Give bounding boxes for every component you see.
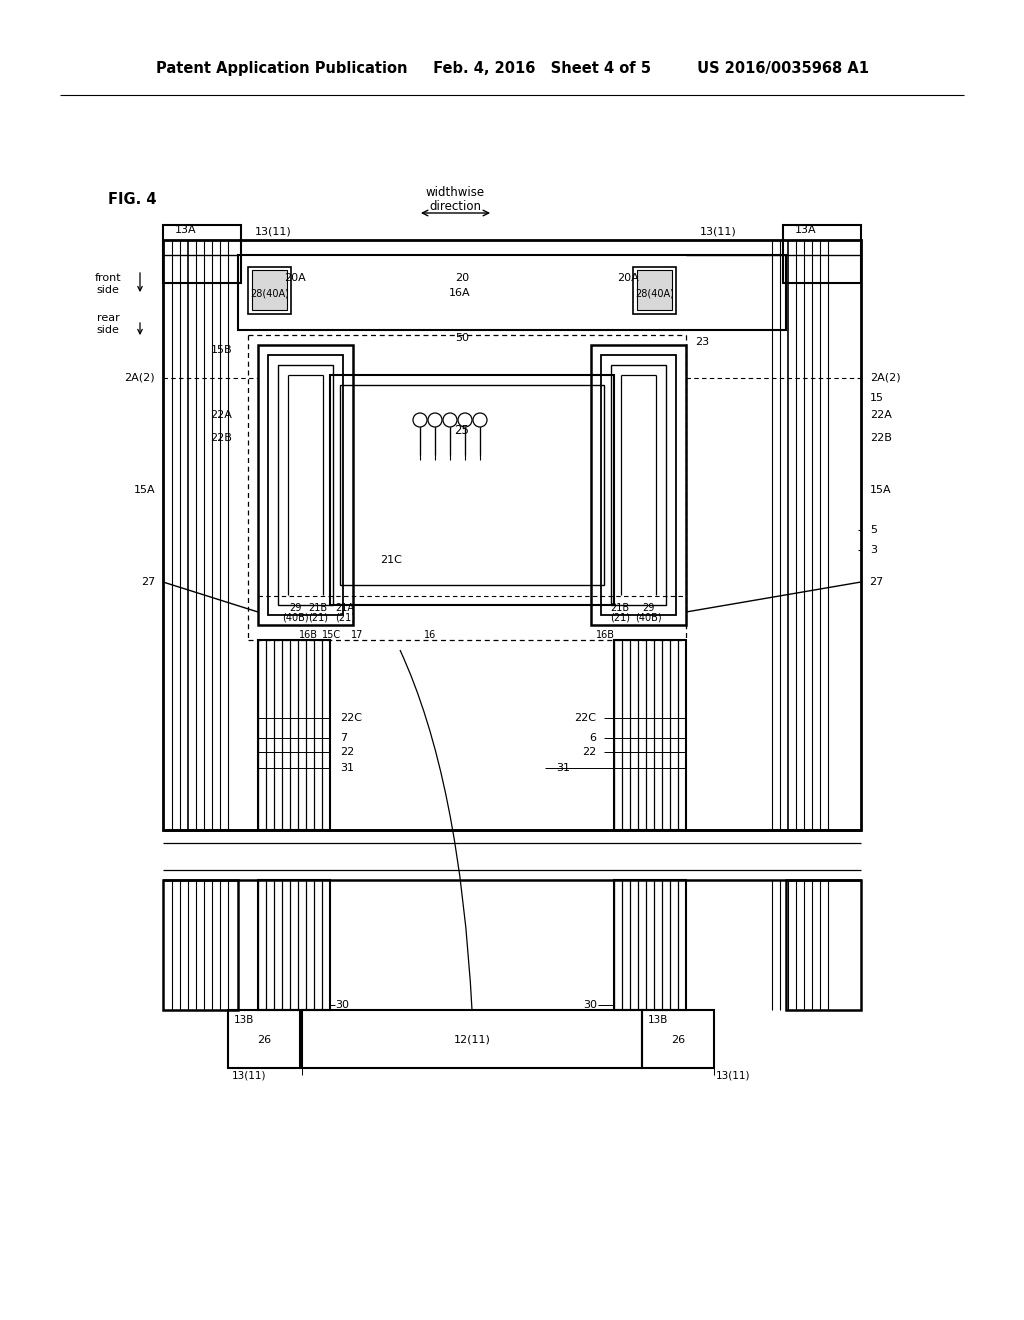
Text: rear: rear xyxy=(96,313,120,323)
Bar xyxy=(614,880,686,1010)
Text: 22C: 22C xyxy=(574,713,596,723)
Bar xyxy=(163,240,861,830)
Text: 16: 16 xyxy=(424,630,436,640)
Text: 15A: 15A xyxy=(133,484,155,495)
Bar xyxy=(258,640,330,830)
Bar xyxy=(340,385,604,585)
Bar xyxy=(163,224,241,282)
Text: 26: 26 xyxy=(257,1035,271,1045)
Text: Patent Application Publication     Feb. 4, 2016   Sheet 4 of 5         US 2016/0: Patent Application Publication Feb. 4, 2… xyxy=(156,61,868,75)
Text: (40B): (40B) xyxy=(635,612,662,622)
Text: 7: 7 xyxy=(340,733,347,743)
Text: 13B: 13B xyxy=(234,1015,254,1026)
Bar xyxy=(258,345,353,624)
Text: (21): (21) xyxy=(610,612,630,622)
Text: 30: 30 xyxy=(335,1001,349,1010)
Text: 16B: 16B xyxy=(299,630,317,640)
Text: 22B: 22B xyxy=(210,433,232,444)
Text: 5: 5 xyxy=(870,525,877,535)
Text: 21C: 21C xyxy=(380,554,401,565)
Text: (40B): (40B) xyxy=(282,612,308,622)
Text: 13A: 13A xyxy=(175,224,197,235)
Text: 16A: 16A xyxy=(450,288,471,298)
Text: 29: 29 xyxy=(642,603,654,612)
Text: 22A: 22A xyxy=(210,411,232,420)
Text: 22: 22 xyxy=(582,747,596,756)
Text: 26: 26 xyxy=(671,1035,685,1045)
Bar xyxy=(633,267,676,314)
Text: 13(11): 13(11) xyxy=(255,227,292,238)
Text: 22C: 22C xyxy=(340,713,362,723)
Text: 20: 20 xyxy=(455,273,469,282)
Text: 6: 6 xyxy=(589,733,596,743)
Text: 16B: 16B xyxy=(596,630,614,640)
Text: 31: 31 xyxy=(556,763,570,774)
Bar xyxy=(614,640,686,830)
Text: 15C: 15C xyxy=(323,630,342,640)
Bar xyxy=(642,1010,714,1068)
Bar xyxy=(611,366,666,605)
Text: 22: 22 xyxy=(340,747,354,756)
Text: 17: 17 xyxy=(351,630,364,640)
Text: 50: 50 xyxy=(455,333,469,343)
Text: 13(11): 13(11) xyxy=(700,227,736,238)
Bar xyxy=(637,271,672,310)
Text: side: side xyxy=(96,285,120,294)
Text: 22A: 22A xyxy=(870,411,892,420)
Text: FIG. 4: FIG. 4 xyxy=(108,193,157,207)
Text: front: front xyxy=(94,273,121,282)
Bar xyxy=(248,267,291,314)
Bar xyxy=(258,880,330,1010)
Text: 15A: 15A xyxy=(870,484,892,495)
Text: 13(11): 13(11) xyxy=(716,1071,751,1080)
Text: 27: 27 xyxy=(869,577,884,587)
Bar xyxy=(302,1010,642,1068)
Text: 29: 29 xyxy=(289,603,301,612)
Text: 28(40A): 28(40A) xyxy=(636,288,675,298)
Text: 25: 25 xyxy=(455,424,469,437)
Text: 28(40A): 28(40A) xyxy=(251,288,290,298)
Bar xyxy=(591,345,686,624)
Text: 21B: 21B xyxy=(610,603,630,612)
Text: 15: 15 xyxy=(870,393,884,403)
Text: 27: 27 xyxy=(140,577,155,587)
Text: 13A: 13A xyxy=(795,224,816,235)
Bar xyxy=(238,255,786,330)
Bar xyxy=(786,880,861,1010)
Text: (21): (21) xyxy=(335,612,355,622)
Bar xyxy=(783,224,861,282)
Bar xyxy=(330,375,614,605)
Bar xyxy=(278,366,333,605)
Bar xyxy=(601,355,676,615)
Text: widthwise: widthwise xyxy=(425,186,484,199)
Bar xyxy=(252,271,287,310)
Text: 20A: 20A xyxy=(617,273,639,282)
Bar xyxy=(268,355,343,615)
Text: 15B: 15B xyxy=(210,345,232,355)
Text: direction: direction xyxy=(429,201,481,214)
Text: 22B: 22B xyxy=(870,433,892,444)
Text: 13B: 13B xyxy=(648,1015,669,1026)
Text: (21): (21) xyxy=(308,612,328,622)
Bar xyxy=(228,1010,300,1068)
Text: 21A: 21A xyxy=(336,603,354,612)
Text: side: side xyxy=(96,325,120,335)
Bar xyxy=(163,880,238,1010)
Text: 13(11): 13(11) xyxy=(232,1071,266,1080)
Text: 12(11): 12(11) xyxy=(454,1035,490,1045)
Text: 2A(2): 2A(2) xyxy=(870,374,901,383)
Text: 2A(2): 2A(2) xyxy=(124,374,155,383)
Text: 3: 3 xyxy=(870,545,877,554)
Text: 20A: 20A xyxy=(284,273,306,282)
Text: 21B: 21B xyxy=(308,603,328,612)
Text: 31: 31 xyxy=(340,763,354,774)
Text: 23: 23 xyxy=(695,337,710,347)
Text: 30: 30 xyxy=(583,1001,597,1010)
